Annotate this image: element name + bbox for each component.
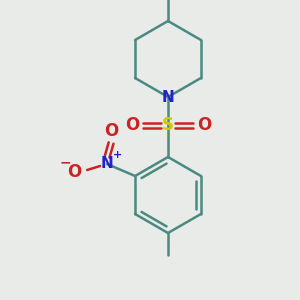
Text: O: O <box>125 116 139 134</box>
Text: N: N <box>101 157 113 172</box>
Text: O: O <box>104 122 118 140</box>
Text: S: S <box>162 116 174 134</box>
Text: O: O <box>197 116 211 134</box>
Text: N: N <box>162 89 174 104</box>
Text: O: O <box>67 163 81 181</box>
Text: +: + <box>112 150 122 160</box>
Text: −: − <box>59 155 71 169</box>
